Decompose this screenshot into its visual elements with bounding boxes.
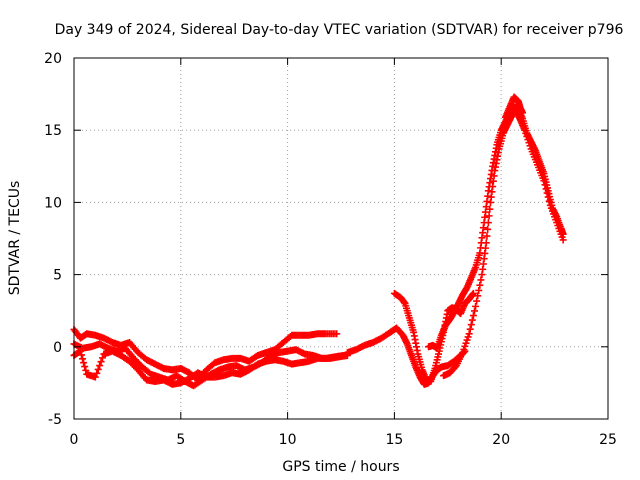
- data-point: [540, 177, 548, 185]
- data-point: [465, 330, 473, 338]
- data-point: [76, 347, 84, 355]
- data-points: [70, 93, 567, 390]
- data-point: [471, 307, 478, 315]
- axes: 0 5 10 15 20 25 -5 0 5 10 15 20: [44, 51, 617, 448]
- data-point: [485, 212, 493, 220]
- data-point: [484, 219, 492, 227]
- data-point: [472, 302, 480, 310]
- data-point: [82, 366, 90, 374]
- data-point: [79, 355, 87, 363]
- data-point: [77, 351, 85, 359]
- x-tick-label: 0: [70, 432, 79, 448]
- series-track-c: [70, 347, 347, 388]
- chart-title: Day 349 of 2024, Sidereal Day-to-day VTE…: [55, 22, 624, 38]
- data-point: [482, 239, 490, 247]
- data-point: [467, 321, 475, 329]
- series-track-a: [70, 325, 341, 384]
- data-point: [81, 363, 89, 371]
- data-point: [469, 312, 477, 320]
- x-axis-label: GPS time / hours: [282, 459, 399, 475]
- data-point: [98, 354, 106, 362]
- data-point: [468, 316, 476, 324]
- x-tick-label: 25: [599, 432, 617, 448]
- data-point: [475, 286, 483, 294]
- data-point: [477, 276, 485, 284]
- grid: [74, 58, 608, 419]
- data-point: [96, 362, 104, 370]
- x-tick-label: 15: [385, 432, 403, 448]
- data-point: [484, 225, 492, 233]
- data-point: [80, 359, 88, 367]
- data-point: [486, 205, 494, 213]
- data-point: [93, 369, 101, 377]
- y-tick-label: -5: [48, 412, 62, 428]
- data-point: [474, 292, 482, 300]
- data-point: [544, 193, 552, 201]
- data-point: [541, 181, 549, 189]
- data-point: [542, 185, 550, 193]
- series-track-d: [343, 324, 469, 388]
- x-tick-label: 20: [492, 432, 510, 448]
- y-axis-label: SDTVAR / TECUs: [7, 181, 23, 296]
- data-point: [333, 330, 341, 338]
- x-tick-label: 5: [176, 432, 185, 448]
- data-point: [94, 365, 102, 373]
- y-tick-label: 0: [53, 340, 62, 356]
- data-point: [545, 197, 553, 205]
- y-tick-label: 15: [44, 123, 62, 139]
- data-point: [519, 109, 527, 117]
- data-point: [476, 281, 484, 289]
- data-point: [469, 289, 477, 297]
- data-point: [483, 232, 491, 240]
- data-point: [97, 358, 105, 366]
- series-track-g: [440, 107, 567, 380]
- data-point: [339, 351, 347, 359]
- x-tick-label: 10: [279, 432, 297, 448]
- data-point: [91, 373, 99, 381]
- data-point: [473, 297, 481, 305]
- plot-area-frame: [73, 57, 609, 420]
- data-point: [543, 189, 551, 197]
- data-point: [559, 236, 567, 244]
- y-tick-label: 5: [53, 268, 62, 284]
- data-point: [466, 325, 474, 333]
- series-track-h: [501, 93, 527, 121]
- y-tick-label: 10: [44, 195, 62, 211]
- y-tick-label: 20: [44, 51, 62, 67]
